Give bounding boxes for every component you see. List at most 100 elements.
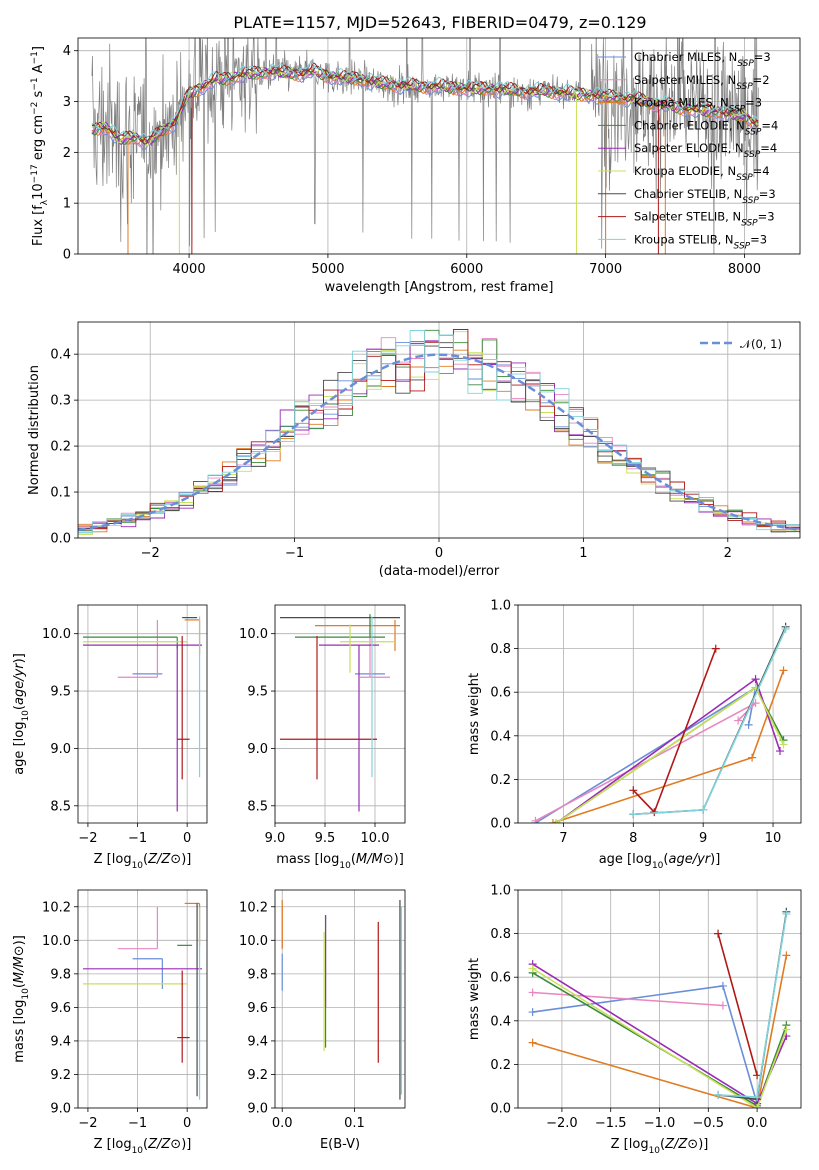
y-tick-label: 0.6 [490,686,511,701]
label-part: )] [181,1137,191,1152]
label-part: Z [log [94,1137,132,1152]
legend-label: Salpeter ELODIE, NSSP=4 [634,141,777,160]
y-tick-label: 4 [63,44,71,59]
x-tick-label: 6000 [450,262,483,277]
x-tick-label: 7 [559,831,567,846]
x-tick-label: 0 [435,546,443,561]
label-part: =4 [753,164,770,178]
series-line [717,933,758,1076]
label-part: ( [143,852,148,867]
y-tick-label: 8.5 [247,799,268,814]
label-part: SSP [745,127,762,137]
series-kroupa-miles [548,666,788,823]
x-tick-label: 9 [699,831,707,846]
label-part: age/yr [12,662,27,705]
y-tick-label: 9.4 [247,1034,268,1049]
x-tick-label: 7000 [589,262,622,277]
errorbar-kroupa-miles [315,619,400,651]
label-part: SSP [742,196,759,206]
label-part: Z/Z⊙ [147,1137,181,1152]
label-part: =4 [761,118,778,132]
legend-label: Chabrier ELODIE, NSSP=4 [634,118,778,137]
y-tick-label: 0.6 [490,971,511,986]
label-part: age/yr [668,852,711,867]
data-point-marker [782,909,791,918]
plot-area-residuals [78,322,800,538]
y-tick-label: 0.2 [50,440,71,455]
label-part: SSP [734,241,751,251]
axes-frame [517,604,802,824]
label-part: A [31,64,46,77]
x-tick-label: 5000 [311,262,344,277]
legend-label: 𝒩(0, 1) [740,337,782,351]
x-tick-label: −1 [128,831,147,846]
y-tick-label: 0.4 [50,348,71,363]
y-tick-label: 10.2 [42,900,71,915]
label-part: ( [660,1137,665,1152]
y-tick-label: 9.0 [247,1102,268,1117]
series-salpeter-miles [531,699,760,823]
y-tick-label: 9.2 [247,1068,268,1083]
legend-label: Kroupa STELIB, NSSP=3 [634,232,767,251]
series-kroupa-elodie [552,683,788,823]
legend-label: Chabrier MILES, NSSP=3 [634,50,771,69]
data-point-marker [779,666,788,675]
residual-histogram-chabrier-elodie [78,329,800,532]
series-line [532,991,723,1007]
label-part: Salpeter MILES, N [634,73,736,87]
series-salpeter-elodie [552,675,785,823]
errorbar-salpeter-elodie [319,644,379,812]
x-axis-label: Z [log10(Z/Z⊙)] [94,1137,192,1156]
data-point-marker [753,1093,762,1102]
x-tick-label: 8 [629,831,637,846]
y-tick-label: 9.8 [247,967,268,982]
label-part: −2 [30,102,40,115]
plot-area-mass-vs-z [78,890,207,1108]
axes-frame [77,37,801,255]
y-axis-label: mass weight [467,673,482,755]
y-tick-label: 10.2 [239,900,268,915]
residual-histogram-salpeter-elodie [78,340,800,529]
label-part: )] [181,852,191,867]
label-part: 10 [132,861,144,871]
label-part: SSP [729,105,746,115]
y-tick-label: 0.8 [490,927,511,942]
plot-area-age-vs-z [78,605,207,823]
label-part: ] [31,46,46,51]
x-tick-label: 8000 [728,262,761,277]
x-axis-label: Z [log10(Z/Z⊙)] [94,852,192,871]
data-point-marker [718,1001,727,1010]
data-point-marker [779,740,788,749]
plot-area-mass-weight-vs-z [518,890,801,1108]
label-part: mass [log [12,1000,27,1063]
x-tick-label: −0.5 [693,1116,725,1131]
x-tick-label: 10 [765,831,782,846]
label-part: Salpeter ELODIE, N [634,141,744,155]
y-tick-label: 0.0 [490,1102,511,1117]
y-tick-label: 1 [63,197,71,212]
label-part: SSP [736,82,753,92]
label-part: )] [12,653,27,663]
label-part: Chabrier MILES, N [634,50,737,64]
x-tick-label: 9.0 [265,831,286,846]
label-part: Chabrier STELIB, N [634,187,742,201]
errorbar-salpeter-miles [117,619,158,678]
errorbar-salpeter-stelib [177,635,190,780]
y-tick-label: 0.1 [50,486,71,501]
panel-age-vs-mass: 9.0 9.5 10.0 8.5 9.0 9.5 10.0 mass [log10(M/M⊙)… [239,604,406,871]
y-tick-label: 9.6 [50,1001,71,1016]
y-tick-label: 0.4 [490,729,511,744]
plot-area-spectrum [78,38,800,254]
data-point-marker [528,964,537,973]
data-point-marker [753,1104,762,1108]
label-part: ( [351,852,356,867]
label-part: ( [663,852,668,867]
data-point-marker [751,675,760,684]
axes-frame [517,889,802,1109]
data-point-marker [718,981,727,990]
x-axis-label: Z [log10(Z/Z⊙)] [611,1137,709,1156]
y-tick-label: 0 [63,248,71,263]
label-part: )] [394,852,404,867]
axes-frame [77,889,208,1109]
